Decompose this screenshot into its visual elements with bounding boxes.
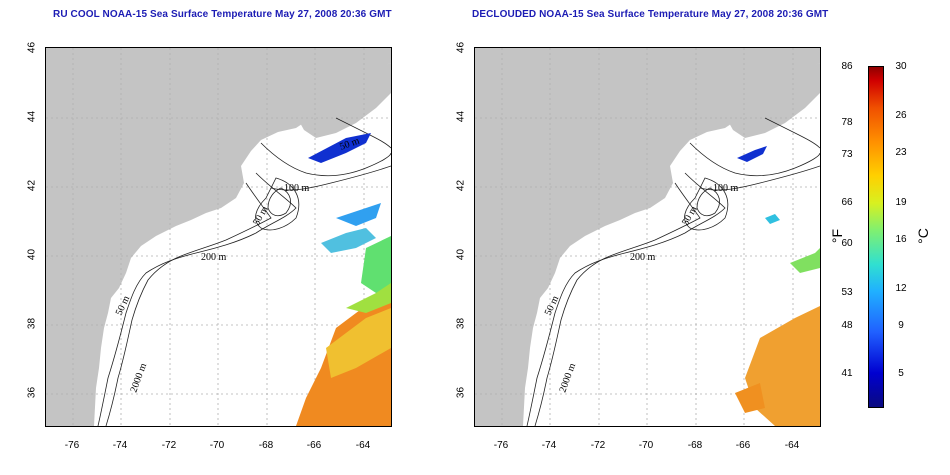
f-label-86: 86 [841, 61, 853, 72]
lat-tick-36: 36 [455, 386, 467, 399]
sst-data-left [296, 133, 391, 426]
c-label-19: 19 [895, 197, 907, 208]
f-label-66: 66 [841, 197, 853, 208]
f-label-53: 53 [841, 287, 853, 298]
lon-tick-70: -70 [209, 440, 225, 451]
sst-data-right [735, 146, 820, 426]
right-map-title: DECLOUDED NOAA-15 Sea Surface Temperatur… [472, 9, 829, 20]
lat-tick-40: 40 [455, 248, 467, 261]
c-label-30: 30 [895, 61, 907, 72]
land-nova-scotia [715, 63, 820, 138]
contour-label-2000m: 2000 m [128, 362, 149, 394]
lon-tick-64: -64 [784, 440, 800, 451]
lon-tick-66: -66 [735, 440, 751, 451]
lat-tick-40: 40 [26, 248, 38, 261]
c-label-23: 23 [895, 147, 907, 158]
left-map-canvas: 100 m 50 m 200 m 50 m 2000 m 50 m [46, 48, 391, 426]
lat-tick-44: 44 [455, 110, 467, 123]
f-label-73: 73 [841, 149, 853, 160]
lat-tick-44: 44 [26, 110, 38, 123]
f-label-60: 60 [841, 238, 853, 249]
right-sst-map: 100 m 50 m 200 m 50 m 2000 m [474, 47, 821, 427]
f-label-48: 48 [841, 320, 853, 331]
lon-tick-74: -74 [112, 440, 128, 451]
lat-tick-38: 38 [455, 317, 467, 330]
lon-tick-68: -68 [258, 440, 274, 451]
unit-celsius: °C [914, 228, 931, 244]
left-map-title: RU COOL NOAA-15 Sea Surface Temperature … [53, 9, 392, 20]
lon-tick-70: -70 [638, 440, 654, 451]
contour-label-50m-south: 50 m [114, 294, 133, 317]
land-nova-scotia [286, 63, 391, 138]
contour-label-50m-south: 50 m [543, 294, 562, 317]
c-label-16: 16 [895, 234, 907, 245]
lon-tick-74: -74 [541, 440, 557, 451]
lat-tick-42: 42 [26, 179, 38, 192]
contour-label-2000m: 2000 m [557, 362, 578, 394]
lat-tick-42: 42 [455, 179, 467, 192]
lon-tick-68: -68 [687, 440, 703, 451]
lon-tick-64: -64 [355, 440, 371, 451]
lon-tick-76: -76 [64, 440, 80, 451]
c-label-9: 9 [898, 320, 904, 331]
lon-tick-76: -76 [493, 440, 509, 451]
lat-tick-36: 36 [26, 386, 38, 399]
lat-tick-38: 38 [26, 317, 38, 330]
contour-label-100m: 100 m [284, 183, 310, 194]
c-label-5: 5 [898, 368, 904, 379]
contour-label-200m: 200 m [201, 252, 227, 263]
temperature-colorbar [868, 66, 884, 408]
lon-tick-72: -72 [161, 440, 177, 451]
land-mass [46, 48, 391, 426]
right-map-canvas: 100 m 50 m 200 m 50 m 2000 m [475, 48, 820, 426]
left-sst-map: 100 m 50 m 200 m 50 m 2000 m 50 m [45, 47, 392, 427]
f-label-41: 41 [841, 368, 853, 379]
land-mass [475, 48, 820, 426]
lon-tick-72: -72 [590, 440, 606, 451]
lat-tick-46: 46 [26, 41, 38, 54]
lat-tick-46: 46 [455, 41, 467, 54]
unit-fahrenheit: °F [829, 228, 846, 244]
c-label-12: 12 [895, 283, 907, 294]
f-label-78: 78 [841, 117, 853, 128]
c-label-26: 26 [895, 110, 907, 121]
contour-label-100m: 100 m [713, 183, 739, 194]
lon-tick-66: -66 [306, 440, 322, 451]
contour-label-200m: 200 m [630, 252, 656, 263]
